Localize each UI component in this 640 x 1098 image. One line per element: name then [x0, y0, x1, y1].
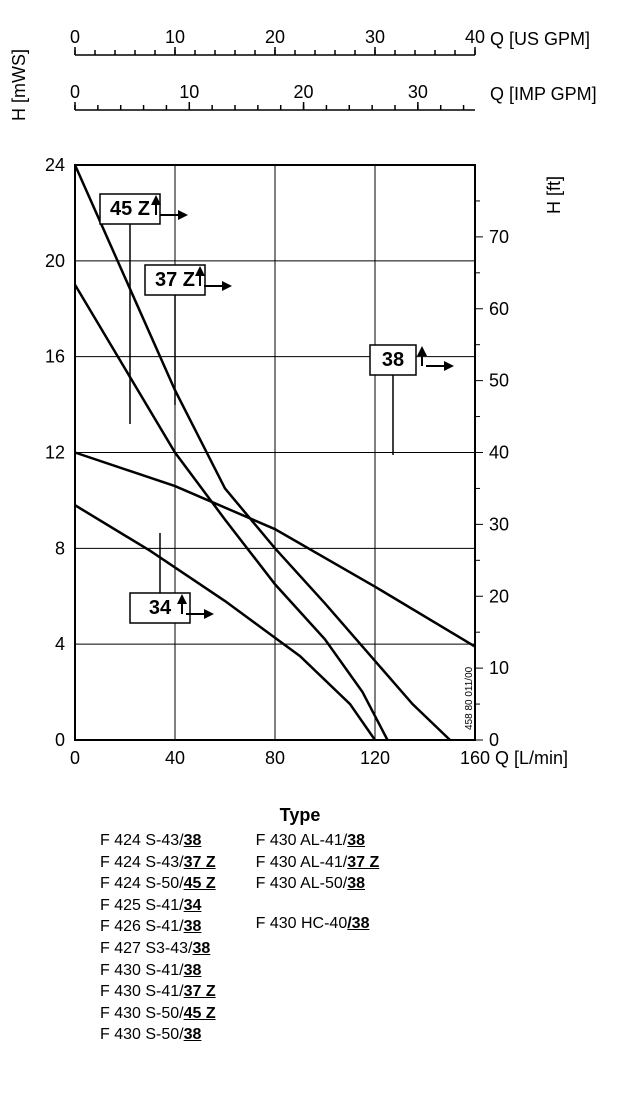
svg-text:Q [L/min]: Q [L/min] — [495, 748, 568, 768]
svg-text:30: 30 — [365, 27, 385, 47]
svg-text:120: 120 — [360, 748, 390, 768]
type-entry: F 430 AL-41/38 — [256, 830, 380, 852]
type-column-right: F 430 AL-41/38F 430 AL-41/37 ZF 430 AL-5… — [256, 830, 380, 1046]
svg-text:0: 0 — [55, 730, 65, 750]
type-entry: F 430 AL-50/38 — [256, 873, 380, 895]
svg-text:0: 0 — [70, 748, 80, 768]
type-entry: F 430 S-50/38 — [100, 1024, 216, 1046]
svg-text:45 Z: 45 Z — [110, 198, 150, 220]
type-entry: F 427 S3-43/38 — [100, 938, 216, 960]
type-entry: F 424 S-43/38 — [100, 830, 216, 852]
svg-text:16: 16 — [45, 347, 65, 367]
svg-text:20: 20 — [265, 27, 285, 47]
svg-text:0: 0 — [489, 730, 499, 750]
svg-text:10: 10 — [489, 658, 509, 678]
svg-text:H [ft]: H [ft] — [544, 176, 564, 214]
type-column-left: F 424 S-43/38F 424 S-43/37 ZF 424 S-50/4… — [100, 830, 216, 1046]
svg-text:40: 40 — [489, 443, 509, 463]
type-entry: F 424 S-43/37 Z — [100, 852, 216, 874]
svg-text:30: 30 — [489, 514, 509, 534]
type-entry: F 430 S-41/37 Z — [100, 981, 216, 1003]
pump-performance-chart: 010203040Q [US GPM]0102030Q [IMP GPM]040… — [10, 20, 610, 790]
type-list: Type F 424 S-43/38F 424 S-43/37 ZF 424 S… — [10, 805, 620, 1046]
svg-text:20: 20 — [489, 586, 509, 606]
type-entry: F 430 AL-41/37 Z — [256, 852, 380, 874]
type-entry: F 426 S-41/38 — [100, 916, 216, 938]
curve-37Z — [75, 285, 388, 740]
svg-text:Q [US GPM]: Q [US GPM] — [490, 29, 590, 49]
svg-text:40: 40 — [165, 748, 185, 768]
svg-text:38: 38 — [382, 349, 404, 371]
svg-text:Q [IMP GPM]: Q [IMP GPM] — [490, 84, 597, 104]
svg-text:458 80 011/00: 458 80 011/00 — [464, 666, 475, 730]
svg-text:10: 10 — [165, 27, 185, 47]
svg-text:34: 34 — [149, 597, 172, 619]
svg-text:0: 0 — [70, 82, 80, 102]
svg-text:0: 0 — [70, 27, 80, 47]
svg-text:70: 70 — [489, 227, 509, 247]
type-entry: F 430 HC-40/38 — [256, 913, 380, 935]
svg-text:8: 8 — [55, 538, 65, 558]
svg-text:20: 20 — [45, 251, 65, 271]
type-entry: F 430 S-50/45 Z — [100, 1003, 216, 1025]
type-entry: F 425 S-41/34 — [100, 895, 216, 917]
svg-text:40: 40 — [465, 27, 485, 47]
type-title: Type — [280, 805, 321, 825]
svg-text:80: 80 — [265, 748, 285, 768]
type-entry: F 430 S-41/38 — [100, 960, 216, 982]
svg-text:10: 10 — [179, 82, 199, 102]
svg-text:H [mWS]: H [mWS] — [10, 49, 29, 121]
svg-text:30: 30 — [408, 82, 428, 102]
svg-text:12: 12 — [45, 443, 65, 463]
svg-text:24: 24 — [45, 155, 65, 175]
svg-text:4: 4 — [55, 634, 65, 654]
type-entry: F 424 S-50/45 Z — [100, 873, 216, 895]
svg-text:37 Z: 37 Z — [155, 269, 195, 291]
svg-text:20: 20 — [294, 82, 314, 102]
svg-text:60: 60 — [489, 299, 509, 319]
svg-text:50: 50 — [489, 371, 509, 391]
curve-34 — [75, 505, 375, 740]
svg-text:160: 160 — [460, 748, 490, 768]
